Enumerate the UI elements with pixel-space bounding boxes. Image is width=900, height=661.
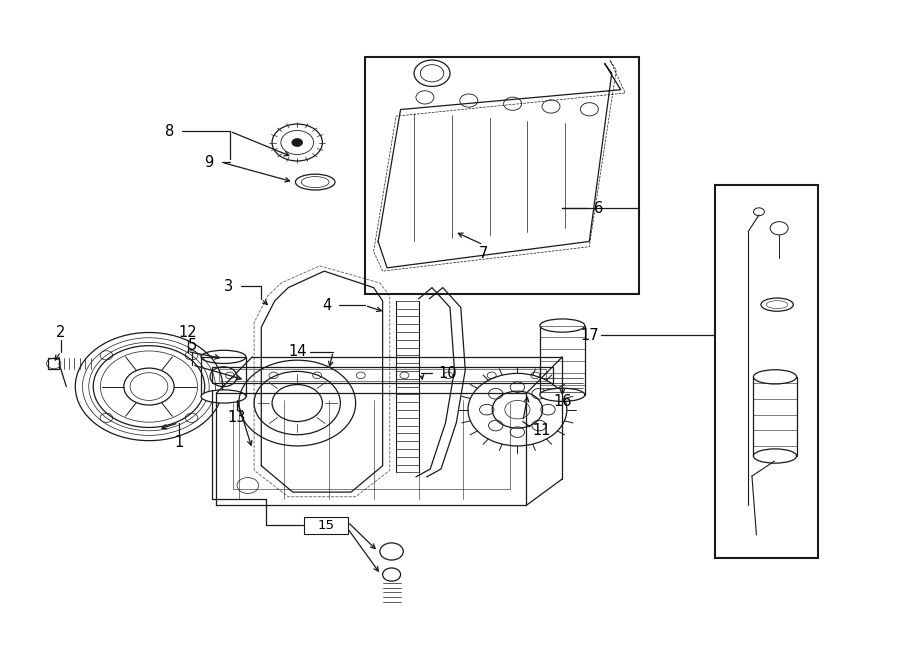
Bar xyxy=(753,377,796,456)
Ellipse shape xyxy=(753,369,796,384)
Text: 8: 8 xyxy=(165,124,175,139)
Bar xyxy=(716,185,818,558)
Ellipse shape xyxy=(753,449,796,463)
Circle shape xyxy=(292,139,302,147)
Text: 3: 3 xyxy=(223,279,232,293)
Bar xyxy=(219,369,546,381)
Text: 4: 4 xyxy=(322,298,331,313)
Text: 2: 2 xyxy=(56,325,66,340)
Text: 14: 14 xyxy=(288,344,307,359)
Bar xyxy=(212,367,554,383)
Ellipse shape xyxy=(540,388,585,401)
Bar xyxy=(49,358,59,369)
Text: 17: 17 xyxy=(580,328,598,342)
Text: 7: 7 xyxy=(479,246,488,261)
Text: 10: 10 xyxy=(438,366,456,381)
Bar xyxy=(364,57,639,294)
Text: 5: 5 xyxy=(187,338,197,353)
Ellipse shape xyxy=(540,319,585,332)
Text: 9: 9 xyxy=(204,155,214,170)
Text: 1: 1 xyxy=(174,435,184,450)
Bar xyxy=(540,326,585,395)
Text: 11: 11 xyxy=(533,423,551,438)
Text: 16: 16 xyxy=(554,393,572,408)
Text: 15: 15 xyxy=(318,519,335,531)
Text: 6: 6 xyxy=(594,201,603,216)
Text: 12: 12 xyxy=(178,325,197,340)
Bar xyxy=(304,516,347,533)
Ellipse shape xyxy=(201,390,246,403)
Bar xyxy=(201,357,246,397)
Text: 13: 13 xyxy=(228,410,247,425)
